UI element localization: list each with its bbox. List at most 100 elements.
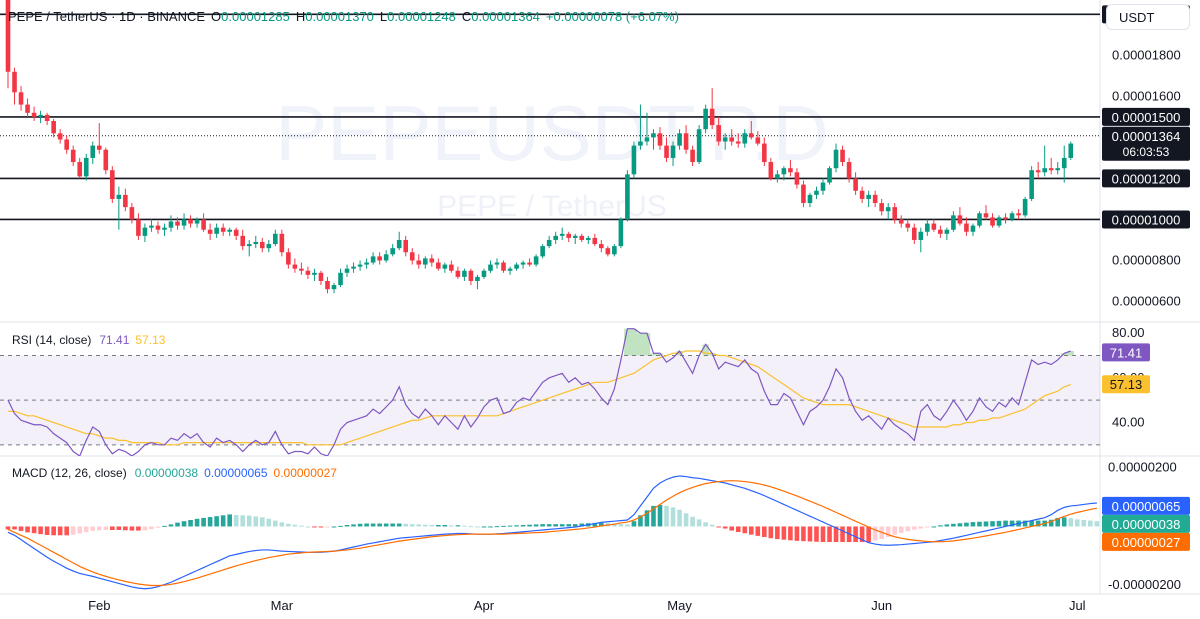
candle-body xyxy=(748,133,754,138)
candle xyxy=(651,129,656,150)
candle-body xyxy=(918,231,924,240)
candle-body xyxy=(83,157,89,177)
macd-histogram-bar xyxy=(905,526,911,532)
candle xyxy=(729,129,735,146)
candle xyxy=(677,129,682,150)
candle-body xyxy=(1022,198,1028,216)
candle-body xyxy=(814,190,819,195)
candle xyxy=(396,231,402,251)
candle xyxy=(996,215,1002,228)
candle xyxy=(51,118,56,138)
macd-histogram-bar xyxy=(553,524,558,527)
candle-body xyxy=(116,194,122,199)
macd-histogram-bar xyxy=(970,522,976,527)
macd-histogram-bar xyxy=(546,524,552,527)
candle-body xyxy=(383,254,389,261)
candle xyxy=(599,239,604,253)
candle xyxy=(194,217,200,228)
candle-body xyxy=(449,264,454,271)
macd-histogram-bar xyxy=(892,526,898,535)
candle-body xyxy=(657,133,663,146)
macd-histogram-bar xyxy=(18,526,24,531)
macd-histogram-bar xyxy=(123,526,128,531)
candle-body xyxy=(625,174,630,220)
interval-label: 1D xyxy=(119,9,136,24)
rsi-title: RSI (14, close) xyxy=(12,333,91,347)
macd-histogram-bar xyxy=(1035,520,1041,527)
candle-body xyxy=(840,149,845,163)
candle-body xyxy=(1061,157,1067,169)
candle-body xyxy=(807,194,813,204)
macd-value-tag xyxy=(1102,514,1190,533)
candle-body xyxy=(729,137,735,142)
candle xyxy=(1029,166,1034,201)
candle-body xyxy=(931,223,937,230)
candle xyxy=(990,213,995,228)
macd-histogram-bar xyxy=(305,526,311,528)
macd-histogram-bar xyxy=(12,526,17,530)
macd-histogram-bar xyxy=(168,524,174,527)
candle-body xyxy=(12,71,17,93)
macd-histogram-bar xyxy=(814,526,819,542)
open-value: 0.00001285 xyxy=(221,9,290,24)
macd-histogram-bar xyxy=(599,522,604,527)
macd-histogram-bar xyxy=(911,526,917,530)
candle xyxy=(801,180,806,208)
macd-histogram-bar xyxy=(794,526,800,541)
candle-body xyxy=(533,256,539,265)
candle-body xyxy=(507,268,513,271)
macd-histogram-bar xyxy=(638,515,643,527)
candle-body xyxy=(983,213,989,218)
candle xyxy=(201,213,206,232)
macd-histogram-bar xyxy=(859,526,865,543)
candle xyxy=(181,213,187,230)
candle-body xyxy=(911,227,917,240)
candle-body xyxy=(38,114,43,117)
macd-histogram-bar xyxy=(207,517,213,527)
candle-body xyxy=(259,242,265,249)
candle-body xyxy=(136,219,141,236)
candle-body xyxy=(331,285,337,290)
rsi-tick-label: 40.00 xyxy=(1112,415,1145,430)
currency-button[interactable]: USDT xyxy=(1106,4,1190,30)
candle xyxy=(957,207,963,226)
candle-body xyxy=(775,174,780,179)
candle-body xyxy=(422,258,428,265)
macd-histogram-bar xyxy=(670,507,676,527)
candle xyxy=(768,157,774,181)
candle xyxy=(592,233,598,247)
macd-histogram-bar xyxy=(273,520,278,527)
candle-body xyxy=(527,262,532,265)
macd-histogram-bar xyxy=(657,505,663,527)
candle-body xyxy=(370,256,376,263)
macd-histogram-bar xyxy=(781,526,787,540)
candle-body xyxy=(801,184,806,204)
macd-histogram-bar xyxy=(944,524,950,527)
macd-histogram-bar xyxy=(507,525,513,527)
candle-body xyxy=(592,237,598,245)
candle xyxy=(644,112,650,146)
macd-histogram-bar xyxy=(501,525,506,527)
price-tick-label: 0.00001800 xyxy=(1112,47,1181,62)
rsi-band-background xyxy=(0,355,1100,445)
macd-histogram-bar xyxy=(533,524,539,527)
candle xyxy=(638,104,643,150)
macd-histogram-bar xyxy=(866,526,871,543)
candle-body xyxy=(142,227,148,236)
candle xyxy=(64,135,69,154)
candle-body xyxy=(442,264,448,269)
macd-signal-line xyxy=(7,480,1097,587)
candle-body xyxy=(833,149,839,169)
candle-body xyxy=(618,219,624,247)
macd-histogram-bar xyxy=(240,515,246,527)
macd-histogram-bar xyxy=(286,523,291,527)
candle xyxy=(305,266,311,279)
macd-histogram-bar xyxy=(383,523,389,527)
macd-histogram-bar xyxy=(390,523,395,527)
candle xyxy=(462,268,467,281)
price-tick-label: 0.00000600 xyxy=(1112,293,1181,308)
level-price-tag xyxy=(1102,107,1190,126)
rsi-ma-line xyxy=(8,350,1071,446)
candle xyxy=(657,127,663,150)
